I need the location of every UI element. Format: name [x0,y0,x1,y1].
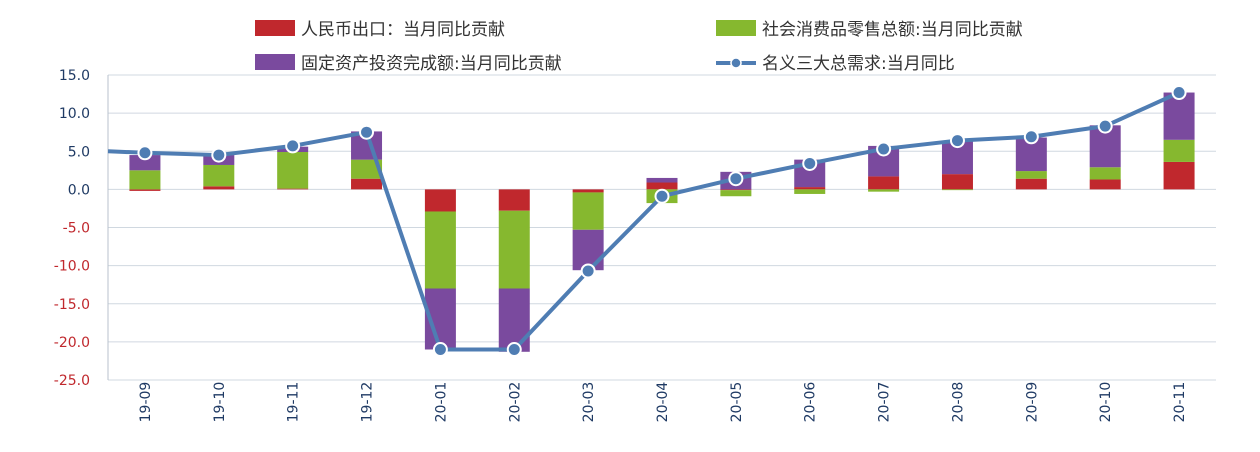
bar [868,176,900,190]
x-tick-label: 19-09 [138,382,154,423]
bar [794,187,826,190]
x-tick-label: 20-04 [655,382,671,423]
y-tick-label: -5.0 [63,221,90,237]
bar [351,178,383,190]
bar [646,177,678,183]
legend-swatch [716,20,756,36]
x-tick-label: 20-11 [1172,382,1188,423]
line-point [1023,129,1039,145]
y-tick-label: 0.0 [68,182,90,198]
x-tick-label: 19-10 [212,382,228,423]
bar [424,189,456,212]
x-tick-label: 20-07 [877,382,893,423]
line-point [728,171,744,187]
line-point [432,342,448,357]
bar [203,164,235,187]
x-tick-label: 20-02 [507,382,523,423]
x-tick-label: 20-08 [950,382,966,423]
bar [1089,167,1121,180]
line-point [876,141,892,157]
line-point [1097,118,1113,134]
line-path [107,90,1180,352]
bar [1163,161,1195,190]
y-tick-label: 5.0 [68,144,90,160]
x-tick-label: 20-01 [433,382,449,423]
bar [424,211,456,289]
bar [129,189,161,191]
bar [1015,171,1047,179]
line-point [1171,85,1187,101]
bar [498,189,530,211]
legend-label: 人民币出口：当月同比贡献 [301,20,505,40]
x-tick-label: 20-05 [729,382,745,423]
x-tick-label: 20-09 [1024,382,1040,423]
x-tick-label: 20-03 [581,382,597,423]
bar [129,155,161,171]
bar [941,189,973,191]
bar [498,210,530,289]
bar [794,189,826,194]
bar [572,189,604,193]
bar [129,170,161,190]
bar [572,192,604,230]
y-tick-label: -15.0 [54,297,90,313]
bar [720,189,752,191]
legend-swatch [255,20,295,36]
legend-swatch [255,54,295,70]
line-point [285,138,301,154]
bar [1089,179,1121,190]
y-tick-label: 15.0 [59,68,90,84]
legend-label: 社会消费品零售总额:当月同比贡献 [762,20,1023,40]
y-tick-label: -10.0 [54,259,90,275]
legend-label: 名义三大总需求:当月同比 [762,54,955,74]
x-axis: 19-09 19-10 19-11 19-12 20-01 20-02 20-03 20-04… [138,382,1188,423]
gridlines [107,74,1216,381]
line-point [949,133,965,149]
bar [868,189,900,192]
x-tick-label: 19-11 [286,382,302,423]
bar [203,186,235,190]
bar [277,188,309,190]
bar [351,159,383,179]
x-tick-label: 20-06 [803,382,819,423]
y-tick-label: -20.0 [54,335,90,351]
line-point [211,147,227,163]
y-tick-label: 10.0 [59,106,90,122]
line-series [107,85,1187,357]
line-point [802,155,818,171]
line-point [137,145,153,161]
bar [646,182,678,190]
line-point [580,263,596,279]
bar [1163,92,1195,140]
legend-marker [730,57,742,69]
x-tick-label: 19-12 [360,382,376,423]
x-tick-label: 20-10 [1098,382,1114,423]
bar [1163,139,1195,162]
bar [941,174,973,190]
y-axis: 15.0 10.0 5.0 0.0 -5.0 -10.0 -15.0 -20.0 -25.0 [54,68,90,389]
legend-label: 固定资产投资完成额:当月同比贡献 [301,54,562,74]
bar [277,152,309,189]
bar [1015,178,1047,190]
line-point [654,188,670,204]
bar [720,190,752,197]
y-tick-label: -25.0 [54,373,90,389]
line-point [506,342,522,357]
legend: 人民币出口：当月同比贡献 社会消费品零售总额:当月同比贡献固定资产投资完成额:当月… [255,20,1023,74]
line-point [359,124,375,140]
